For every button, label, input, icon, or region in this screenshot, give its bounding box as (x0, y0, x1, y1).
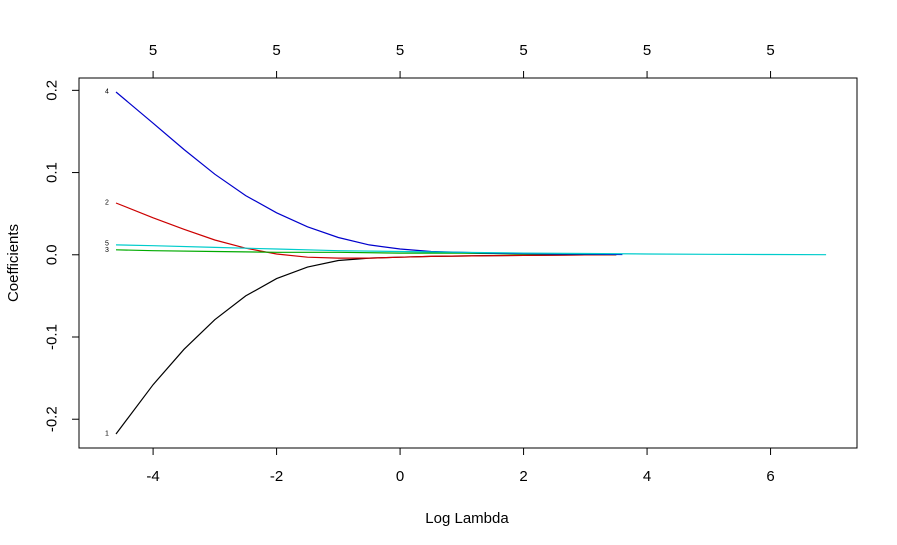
x-tick-label: 4 (643, 468, 651, 485)
top-tick-label: 5 (396, 42, 404, 59)
x-axis: -4 -2 0 2 4 6 (146, 447, 775, 485)
series-label-2: 2 (105, 199, 109, 206)
top-tick-label: 5 (519, 42, 527, 59)
x-tick-label: -2 (270, 468, 283, 485)
y-tick-label: 0.1 (44, 162, 61, 183)
plot-frame (78, 77, 858, 449)
x-tick-label: 2 (519, 468, 527, 485)
x-tick-label: 6 (766, 468, 774, 485)
x-tick-label: -4 (146, 468, 159, 485)
y-axis: -0.2 -0.1 0.0 0.1 0.2 (44, 80, 80, 432)
top-tick-label: 5 (643, 42, 651, 59)
series-label-3: 3 (105, 247, 109, 254)
series-label-5: 5 (105, 241, 109, 248)
x-axis-title: Log Lambda (425, 510, 509, 527)
series-line-1 (115, 254, 617, 435)
top-axis: 5 5 5 5 5 5 (149, 42, 775, 79)
x-tick-label: 0 (396, 468, 404, 485)
y-tick-label: -0.1 (44, 324, 61, 350)
series-end-labels: 4 2 53 1 (105, 88, 109, 437)
series-label-4: 4 (105, 88, 109, 95)
series-line-2 (115, 202, 617, 259)
series-line-4 (115, 91, 623, 256)
top-tick-label: 5 (766, 42, 774, 59)
top-tick-label: 5 (149, 42, 157, 59)
series-line-5 (115, 244, 827, 256)
y-tick-label: 0.2 (44, 80, 61, 101)
top-tick-label: 5 (272, 42, 280, 59)
y-tick-label: -0.2 (44, 406, 61, 432)
y-tick-label: 0.0 (44, 244, 61, 265)
series-label-1: 1 (105, 431, 109, 438)
y-axis-title: Coefficients (5, 224, 22, 302)
series-lines (115, 91, 827, 435)
